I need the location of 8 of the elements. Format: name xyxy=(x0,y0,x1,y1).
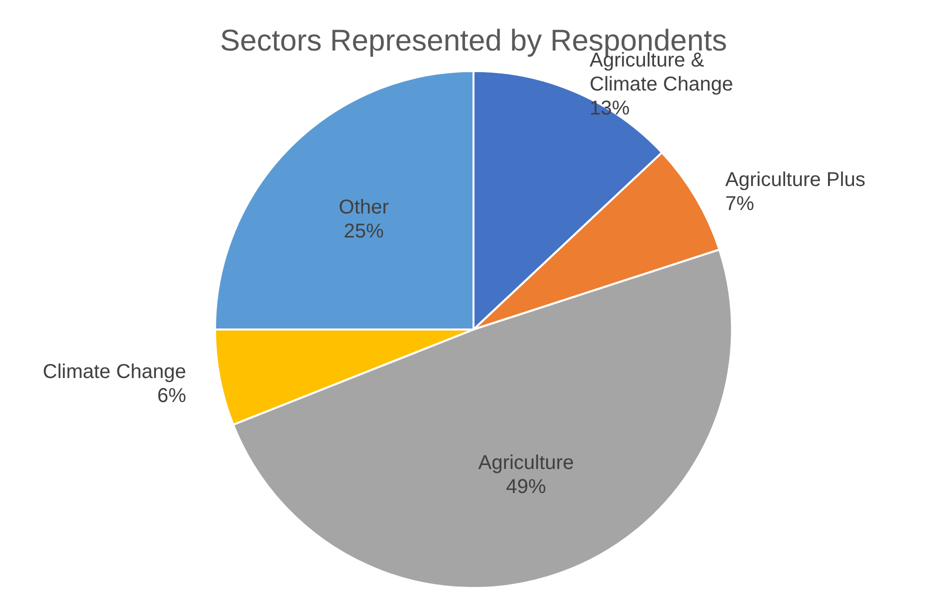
slice-label: Agriculture xyxy=(478,452,574,474)
slice-label: Agriculture Plus xyxy=(725,169,866,192)
data-label: 7% xyxy=(725,193,754,216)
data-label: 25% xyxy=(344,220,384,242)
data-label: 49% xyxy=(506,476,546,498)
slice-label: Other xyxy=(338,196,390,218)
data-label: 6% xyxy=(157,384,186,407)
slice-label: Climate Change xyxy=(42,360,186,383)
